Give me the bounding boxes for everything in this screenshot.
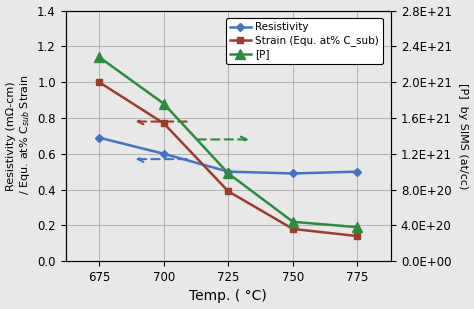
Strain (Equ. at% C_sub)	[161, 121, 166, 125]
Legend: Resistivity, Strain (Equ. at% C_sub), [P]: Resistivity, Strain (Equ. at% C_sub), [P…	[226, 18, 383, 64]
Resistivity	[161, 152, 166, 156]
[P]	[96, 55, 102, 59]
Y-axis label: Resistivity (mΩ-cm)
 / Equ. at% C$_{sub}$ Strain: Resistivity (mΩ-cm) / Equ. at% C$_{sub}$…	[6, 74, 32, 198]
[P]	[290, 220, 296, 224]
[P]	[226, 171, 231, 175]
Resistivity	[355, 170, 360, 174]
Y-axis label: [P]  by SIMS (at/cc): [P] by SIMS (at/cc)	[458, 83, 468, 189]
Strain (Equ. at% C_sub)	[355, 234, 360, 238]
Resistivity	[226, 170, 231, 174]
Line: Resistivity: Resistivity	[96, 135, 360, 176]
Resistivity	[96, 136, 102, 139]
Resistivity	[290, 171, 296, 175]
Line: [P]: [P]	[94, 52, 362, 232]
Line: Strain (Equ. at% C_sub): Strain (Equ. at% C_sub)	[96, 79, 361, 239]
[P]	[161, 102, 166, 105]
Strain (Equ. at% C_sub)	[96, 80, 102, 84]
Strain (Equ. at% C_sub)	[226, 189, 231, 193]
Strain (Equ. at% C_sub)	[290, 227, 296, 231]
[P]	[355, 225, 360, 229]
X-axis label: Temp. ( °C): Temp. ( °C)	[190, 290, 267, 303]
